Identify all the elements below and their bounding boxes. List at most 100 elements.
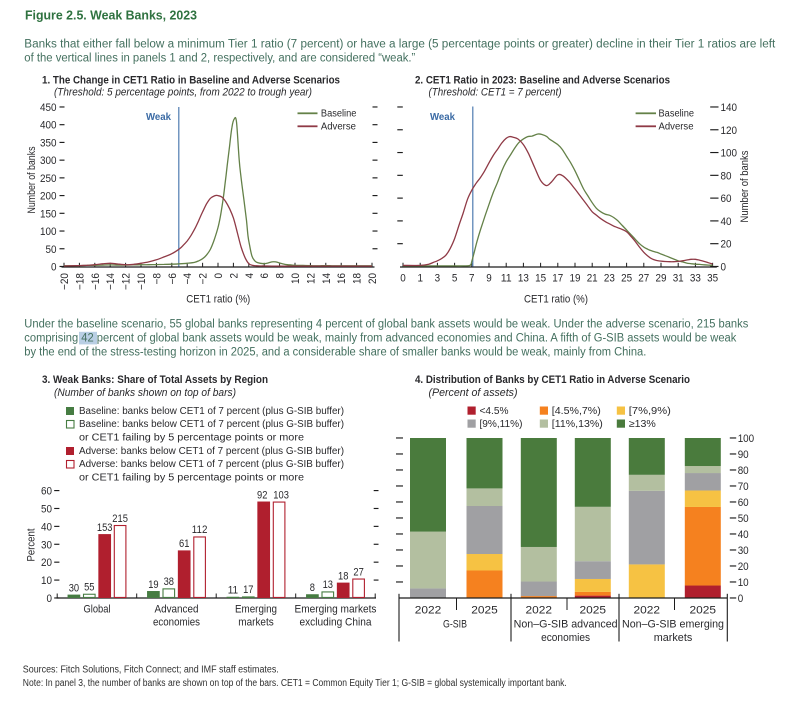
svg-text:10: 10 xyxy=(41,575,52,587)
svg-text:50: 50 xyxy=(738,513,749,525)
svg-text:450: 450 xyxy=(40,102,57,114)
svg-text:Adverse: Adverse xyxy=(321,122,356,133)
svg-text:[9%,11%): [9%,11%) xyxy=(480,419,523,430)
svg-text:Number of banks: Number of banks xyxy=(739,150,751,222)
svg-text:30: 30 xyxy=(69,582,79,594)
svg-text:0: 0 xyxy=(47,593,53,605)
svg-text:Non–G-SIB advanced: Non–G-SIB advanced xyxy=(514,619,618,631)
svg-text:Number of banks: Number of banks xyxy=(26,146,38,213)
svg-text:[11%,13%): [11%,13%) xyxy=(552,419,603,430)
svg-text:−2: −2 xyxy=(198,273,210,285)
svg-text:<4.5%: <4.5% xyxy=(480,406,509,417)
svg-text:1. The Change in CET1 Ratio in: 1. The Change in CET1 Ratio in Baseline … xyxy=(42,75,340,87)
svg-text:2025: 2025 xyxy=(690,605,717,617)
svg-text:markets: markets xyxy=(654,632,693,644)
svg-text:11: 11 xyxy=(501,273,512,285)
svg-text:G-SIB: G-SIB xyxy=(443,619,467,631)
svg-text:Non–G-SIB emerging: Non–G-SIB emerging xyxy=(622,619,724,631)
svg-text:17: 17 xyxy=(552,273,563,285)
svg-text:Baseline: banks below CET1 of: Baseline: banks below CET1 of 7 percent … xyxy=(79,419,344,430)
svg-text:27: 27 xyxy=(353,566,363,578)
svg-text:100: 100 xyxy=(40,226,57,238)
svg-text:15: 15 xyxy=(535,273,546,285)
svg-text:2025: 2025 xyxy=(580,605,607,617)
svg-text:Under the baseline scenario, 5: Under the baseline scenario, 55 global b… xyxy=(24,319,748,331)
svg-text:60: 60 xyxy=(41,486,52,498)
svg-text:20: 20 xyxy=(367,273,379,284)
svg-text:29: 29 xyxy=(656,273,667,285)
svg-text:CET1 ratio (%): CET1 ratio (%) xyxy=(186,294,250,306)
svg-text:20: 20 xyxy=(721,239,732,251)
svg-text:140: 140 xyxy=(721,102,738,114)
svg-text:≥13%: ≥13% xyxy=(629,419,656,430)
svg-text:[7%,9%): [7%,9%) xyxy=(629,406,671,417)
svg-text:80: 80 xyxy=(738,465,749,477)
svg-text:80: 80 xyxy=(721,170,732,182)
svg-text:economies: economies xyxy=(153,617,200,629)
svg-text:92: 92 xyxy=(257,489,267,501)
svg-text:350: 350 xyxy=(40,137,57,149)
svg-text:3. Weak Banks: Share of Total: 3. Weak Banks: Share of Total Assets by … xyxy=(42,374,268,386)
svg-text:153: 153 xyxy=(97,522,113,534)
svg-text:0: 0 xyxy=(400,273,406,285)
svg-text:300: 300 xyxy=(40,155,57,167)
svg-text:Adverse: Adverse xyxy=(659,122,694,133)
svg-text:Banks that either fall below a: Banks that either fall below a minimum T… xyxy=(24,39,776,51)
svg-text:Adverse: banks below CET1 of 7: Adverse: banks below CET1 of 7 percent (… xyxy=(79,446,344,457)
svg-text:Note: In panel 3, the number o: Note: In panel 3, the number of banks ar… xyxy=(23,678,567,689)
svg-text:400: 400 xyxy=(40,120,57,132)
svg-text:9: 9 xyxy=(486,273,492,285)
svg-text:−20: −20 xyxy=(59,273,71,290)
svg-text:by the end of the stress-testi: by the end of the stress-testing horizon… xyxy=(24,347,646,359)
svg-text:−10: −10 xyxy=(136,273,148,290)
svg-text:13: 13 xyxy=(518,273,529,285)
svg-text:4. Distribution of Banks by CE: 4. Distribution of Banks by CET1 Ratio i… xyxy=(415,374,690,386)
svg-text:55: 55 xyxy=(84,582,94,594)
svg-text:50: 50 xyxy=(41,504,52,516)
svg-text:23: 23 xyxy=(604,273,615,285)
svg-text:2022: 2022 xyxy=(634,605,661,617)
svg-text:18: 18 xyxy=(338,570,348,582)
svg-text:Baseline: banks below CET1 of: Baseline: banks below CET1 of 7 percent … xyxy=(79,406,344,417)
svg-text:2022: 2022 xyxy=(415,605,442,617)
svg-text:0: 0 xyxy=(51,262,57,274)
svg-text:12: 12 xyxy=(305,273,317,284)
svg-text:70: 70 xyxy=(738,481,749,493)
svg-text:50: 50 xyxy=(46,244,57,256)
svg-text:comprising 42 percent of globa: comprising 42 percent of global bank ass… xyxy=(24,333,736,345)
svg-text:200: 200 xyxy=(40,191,57,203)
svg-text:25: 25 xyxy=(621,273,632,285)
svg-text:3: 3 xyxy=(435,273,441,285)
svg-text:40: 40 xyxy=(738,529,749,541)
svg-text:of the vertical lines in panel: of the vertical lines in panels 1 and 2,… xyxy=(24,53,415,65)
svg-text:4: 4 xyxy=(244,273,256,279)
svg-text:−8: −8 xyxy=(151,273,163,285)
svg-text:100: 100 xyxy=(738,433,755,445)
svg-text:Global: Global xyxy=(84,604,111,616)
svg-text:Emerging: Emerging xyxy=(235,604,277,616)
svg-text:0: 0 xyxy=(213,273,225,279)
svg-text:60: 60 xyxy=(738,497,749,509)
svg-text:Advanced: Advanced xyxy=(155,604,199,616)
svg-text:−12: −12 xyxy=(121,273,133,290)
svg-text:8: 8 xyxy=(310,582,315,594)
svg-text:35: 35 xyxy=(707,273,718,285)
svg-text:Weak: Weak xyxy=(146,111,171,123)
svg-text:31: 31 xyxy=(673,273,684,285)
svg-text:Emerging markets: Emerging markets xyxy=(295,604,377,616)
svg-text:or CET1 failing by 5 percentag: or CET1 failing by 5 percentage points o… xyxy=(79,472,304,483)
svg-text:27: 27 xyxy=(638,273,649,285)
svg-text:21: 21 xyxy=(587,273,598,285)
svg-text:(Number of banks shown on top: (Number of banks shown on top of bars) xyxy=(54,387,236,399)
svg-text:−18: −18 xyxy=(74,273,86,290)
svg-text:8: 8 xyxy=(275,273,287,279)
svg-text:0: 0 xyxy=(721,262,727,274)
svg-text:112: 112 xyxy=(192,524,208,536)
svg-text:2022: 2022 xyxy=(526,605,553,617)
svg-text:Baseline: Baseline xyxy=(659,109,695,120)
svg-text:(Percent of assets): (Percent of assets) xyxy=(429,387,518,399)
svg-text:markets: markets xyxy=(238,617,274,629)
svg-text:0: 0 xyxy=(738,593,744,605)
svg-text:120: 120 xyxy=(721,125,738,137)
svg-text:−14: −14 xyxy=(105,273,117,290)
